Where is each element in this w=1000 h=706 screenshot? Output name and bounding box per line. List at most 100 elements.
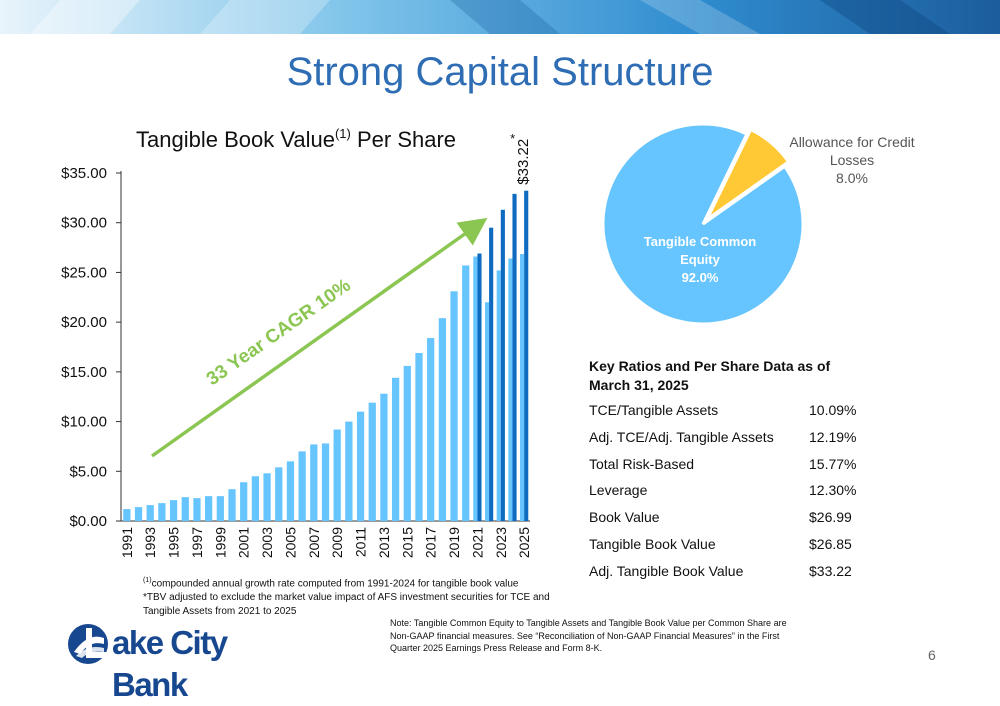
x-tick-label: 2025 xyxy=(516,527,532,558)
key-ratio-value: 12.30% xyxy=(809,482,857,499)
x-tick-label: 1997 xyxy=(189,527,205,558)
logo-emblem-icon xyxy=(68,624,108,664)
bar-tbv-2001 xyxy=(240,482,248,521)
pie-label-equity-line2: Equity xyxy=(680,252,720,267)
key-ratio-row: Tangible Book Value $26.85 xyxy=(589,536,869,556)
bar-tbv-2025 xyxy=(520,254,525,521)
pie-label-equity-value: 92.0% xyxy=(682,270,719,285)
pie-slice-tangible-common-equity xyxy=(601,122,805,326)
key-ratios-title: Key Ratios and Per Share Data as of Marc… xyxy=(589,358,831,393)
key-ratio-label: Total Risk-Based xyxy=(589,455,695,472)
key-ratio-row: Leverage 12.30% xyxy=(589,482,869,502)
key-ratio-row: TCE/Tangible Assets 10.09% xyxy=(589,402,869,422)
bar-chart: Tangible Book Value(1) Per Share $0.00 $5.… xyxy=(61,126,532,558)
x-tick-label: 2019 xyxy=(446,527,462,558)
key-ratio-row: Adj. TCE/Adj. Tangible Assets 12.19% xyxy=(589,429,869,449)
cagr-arrow xyxy=(150,217,488,458)
key-ratio-value: 12.19% xyxy=(809,428,857,445)
bar-tbv-2000 xyxy=(228,489,236,521)
x-tick-label: 1991 xyxy=(119,527,135,558)
bar-tbv-2009 xyxy=(333,429,341,521)
bar-tbv-2022 xyxy=(484,302,490,521)
bar-adj-tbv-2021 xyxy=(477,253,482,521)
key-ratio-value: 10.09% xyxy=(809,402,857,418)
slide-title: Strong Capital Structure xyxy=(286,50,714,94)
bar-tbv-1997 xyxy=(193,498,201,521)
y-tick-label: $30.00 xyxy=(61,215,107,232)
lake-city-bank-logo: ake City Bank xyxy=(66,622,306,703)
pie-label-equity-line1: Tangible Common xyxy=(644,234,756,249)
bar-tbv-1998 xyxy=(205,496,213,521)
pie-slice-allowance xyxy=(705,127,791,221)
header-banner xyxy=(0,0,1000,34)
key-ratio-label: Book Value xyxy=(589,509,660,526)
bar-tbv-2021 xyxy=(473,256,478,521)
bar-tbv-2020 xyxy=(462,265,470,521)
bar-tbv-2013 xyxy=(380,393,388,521)
x-tick-label: 2007 xyxy=(306,527,322,558)
bar-tbv-2023 xyxy=(496,270,501,521)
key-ratio-row: Adj. Tangible Book Value $33.22 xyxy=(589,563,869,583)
x-tick-label: 2011 xyxy=(353,527,369,557)
x-tick-label: 2021 xyxy=(469,527,485,558)
x-tick-label: 1993 xyxy=(142,527,158,558)
x-tick-label: 2001 xyxy=(236,527,252,558)
x-tick-label: 2015 xyxy=(399,527,415,558)
charts-canvas: Tangible Book Value(1) Per Share $0.00 $5.… xyxy=(61,122,915,558)
bar-tbv-1992 xyxy=(134,507,143,521)
footnote-2: *TBV adjusted to exclude the market valu… xyxy=(143,592,550,618)
bar-adj-tbv-2024 xyxy=(512,193,517,521)
bar-adj-tbv-2023 xyxy=(500,209,505,521)
x-tick-label: 2005 xyxy=(282,527,298,558)
non-gaap-note: Note: Tangible Common Equity to Tangible… xyxy=(390,618,787,653)
bar-tbv-2006 xyxy=(298,451,306,521)
key-ratio-label: TCE/Tangible Assets xyxy=(589,402,719,418)
bar-tbv-2004 xyxy=(275,467,283,521)
y-tick-label: $10.00 xyxy=(61,414,107,431)
bar-tbv-2007 xyxy=(310,444,318,521)
key-ratio-value: $33.22 xyxy=(809,562,852,579)
bar-tbv-2015 xyxy=(403,365,411,521)
x-tick-label: 1999 xyxy=(212,527,228,558)
bar-tbv-2016 xyxy=(415,352,423,521)
x-tick-label: 2003 xyxy=(259,527,275,558)
bar-tbv-1999 xyxy=(216,496,224,521)
cagr-annotation: 33 Year CAGR 10% xyxy=(203,275,355,390)
x-tick-label: 2013 xyxy=(376,527,392,558)
page-number: 6 xyxy=(928,647,936,663)
pie-label-allowance-line2: Losses xyxy=(830,152,874,168)
bar-chart-title: Tangible Book Value(1) Per Share xyxy=(136,126,456,152)
x-tick-label: 1995 xyxy=(166,527,182,558)
footnotes: (1)compounded annual growth rate compute… xyxy=(143,574,588,619)
bar-tbv-1996 xyxy=(181,497,189,521)
bar-tbv-2014 xyxy=(391,377,400,521)
bar-tbv-1994 xyxy=(158,503,166,521)
bar-tbv-2019 xyxy=(450,291,458,521)
key-ratio-value: 15.77% xyxy=(809,455,857,472)
key-ratio-label: Adj. TCE/Adj. Tangible Assets xyxy=(589,428,774,445)
data-label-2025: $33.22 xyxy=(515,139,532,185)
y-tick-label: $20.00 xyxy=(61,314,107,331)
y-tick-label: $25.00 xyxy=(61,264,107,281)
bar-tbv-2005 xyxy=(286,461,295,521)
bar-tbv-2010 xyxy=(345,421,353,521)
y-tick-label: $35.00 xyxy=(61,165,107,182)
x-tick-label: 2017 xyxy=(423,527,439,558)
x-tick-label: 2009 xyxy=(329,527,345,558)
pie-label-allowance-line1: Allowance for Credit xyxy=(789,134,914,150)
pie-chart: Tangible Common Equity 92.0% Allowance for … xyxy=(601,122,915,326)
bar-tbv-1993 xyxy=(146,505,154,521)
key-ratio-row: Book Value $26.99 xyxy=(589,509,869,529)
banner-graphic xyxy=(0,0,1000,34)
footnote-1-marker: (1) xyxy=(143,577,152,584)
bar-tbv-2011 xyxy=(356,411,365,521)
key-ratio-value: $26.85 xyxy=(809,536,852,552)
key-ratio-value: $26.99 xyxy=(809,509,852,526)
logo-wordmark: ake City Bank xyxy=(112,624,228,703)
data-label-asterisk: * xyxy=(510,131,515,146)
key-ratio-label: Adj. Tangible Book Value xyxy=(589,562,744,579)
key-ratio-label: Tangible Book Value xyxy=(589,536,716,552)
y-tick-label: $5.00 xyxy=(69,463,107,480)
key-ratio-row: Total Risk-Based 15.77% xyxy=(589,456,869,476)
bar-tbv-2024 xyxy=(508,258,513,521)
